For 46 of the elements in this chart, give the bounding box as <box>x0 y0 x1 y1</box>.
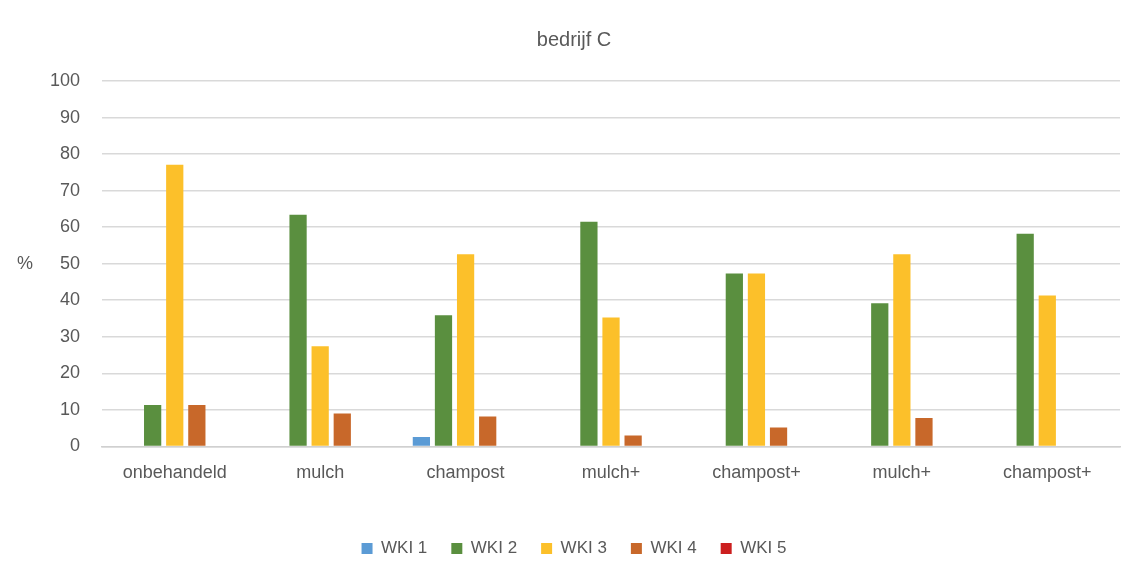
legend-label: WKI 4 <box>650 538 697 558</box>
bar <box>479 416 497 446</box>
bar <box>1038 295 1056 446</box>
y-tick-label: 10 <box>60 398 81 419</box>
bar <box>456 254 475 446</box>
bar <box>311 346 329 446</box>
bar <box>624 435 642 446</box>
y-tick-label: 80 <box>60 143 81 164</box>
x-tick-label: onbehandeld <box>122 462 227 483</box>
legend-label: WKI 2 <box>470 538 518 558</box>
bar <box>289 214 307 446</box>
y-tick-label: 20 <box>60 362 81 383</box>
bar <box>434 315 453 446</box>
bar <box>166 164 184 446</box>
chart-title: bedrijf C <box>536 27 612 50</box>
y-tick-label: 30 <box>60 325 81 346</box>
y-tick-label: 90 <box>60 106 81 127</box>
x-tick-label: mulch+ <box>872 462 932 483</box>
bar <box>725 273 743 446</box>
bar <box>769 427 788 446</box>
bar <box>1016 233 1034 446</box>
bar <box>871 303 889 446</box>
bar <box>333 413 351 446</box>
x-tick-label: champost <box>426 462 505 483</box>
x-tick-label: champost+ <box>1003 462 1092 483</box>
y-tick-label: 70 <box>60 179 81 200</box>
bar <box>144 405 162 446</box>
y-tick-label: 50 <box>60 252 81 273</box>
y-tick-label: 60 <box>60 216 81 237</box>
bar <box>747 273 766 446</box>
y-tick-label: 40 <box>60 289 81 310</box>
bar <box>412 436 430 446</box>
bar <box>580 221 598 446</box>
legend-label: WKI 5 <box>740 538 787 558</box>
y-tick-label: 0 <box>70 435 81 456</box>
bar <box>188 405 206 446</box>
bar <box>602 317 620 446</box>
y-axis-title: % <box>16 252 34 273</box>
y-tick-label: 100 <box>49 69 81 90</box>
x-tick-label: champost+ <box>712 462 801 483</box>
bar <box>915 417 933 446</box>
x-tick-label: mulch+ <box>581 462 641 483</box>
legend-label: WKI 3 <box>560 538 607 558</box>
x-tick-label: mulch <box>296 462 345 483</box>
bar <box>893 254 911 446</box>
legend-label: WKI 1 <box>381 538 428 558</box>
